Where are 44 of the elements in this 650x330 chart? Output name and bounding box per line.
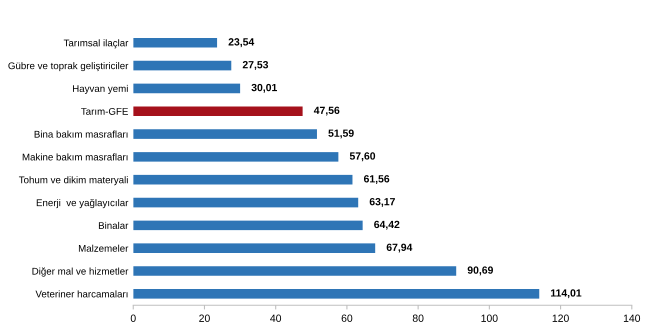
- bar: [133, 220, 363, 230]
- bar: [133, 243, 376, 253]
- y-tick-label: Binalar: [98, 222, 128, 229]
- data-label: 63,17: [370, 198, 395, 207]
- y-tick-label: Diğer mal ve hizmetler: [32, 267, 128, 277]
- y-tick-label: Enerji ve yağlayıcılar: [36, 198, 128, 208]
- bar: [133, 84, 240, 94]
- data-label: 114,01: [551, 289, 582, 298]
- x-tick-label: 80: [412, 314, 424, 322]
- y-tick-label: Tohum ve dikim materyali: [18, 176, 128, 186]
- bar: [133, 38, 218, 48]
- x-tick-label: 20: [199, 314, 210, 322]
- bar: [133, 289, 540, 299]
- bar: [133, 198, 358, 208]
- data-label: 30,01: [251, 84, 278, 93]
- x-tick-label: 140: [624, 314, 640, 322]
- y-tick-label: Hayvan yemi: [72, 84, 128, 94]
- y-tick-label: Malzemeler: [78, 244, 128, 252]
- x-tick-label: 0: [130, 314, 136, 322]
- data-label: 27,53: [242, 61, 268, 70]
- data-label: 57,60: [350, 152, 376, 162]
- bar: [133, 129, 317, 139]
- y-tick-label: Gübre ve toprak geliştiriciler: [8, 62, 128, 72]
- y-tick-label: Veteriner harcamaları: [35, 290, 128, 298]
- bar: [133, 152, 338, 162]
- data-label: 67,94: [386, 244, 412, 252]
- data-label: 51,59: [328, 129, 354, 138]
- bar: [133, 106, 303, 116]
- y-tick-label: Bina bakım masrafları: [34, 130, 128, 138]
- bar: [133, 174, 352, 185]
- bar: [133, 266, 456, 276]
- bar: [133, 60, 232, 70]
- data-label: 90,69: [468, 266, 493, 276]
- data-label: 47,56: [314, 106, 340, 116]
- data-label: 23,54: [228, 38, 254, 48]
- x-tick-label: 120: [552, 314, 569, 322]
- x-tick-label: 40: [270, 314, 282, 322]
- y-tick-label: Makine bakım masrafları: [22, 153, 128, 161]
- data-label: 64,42: [374, 220, 400, 230]
- y-tick-label: Tarım-GFE: [81, 108, 128, 115]
- x-tick-label: 60: [342, 314, 352, 322]
- data-label: 61,56: [364, 175, 390, 184]
- y-tick-label: Tarımsal ilaçlar: [64, 39, 128, 48]
- x-tick-label: 100: [481, 314, 498, 322]
